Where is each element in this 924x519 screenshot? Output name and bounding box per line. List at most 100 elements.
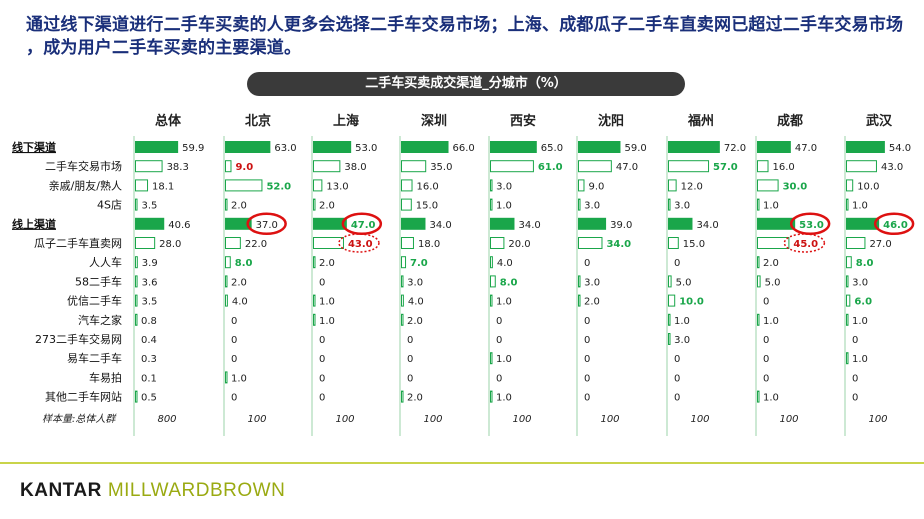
kantar-logo: KANTAR MILLWARDBROWN [20,480,285,502]
data-label: 0 [763,373,769,384]
data-label: 1.0 [231,373,247,384]
data-label: 1.0 [852,201,868,212]
data-label: 0 [674,354,680,365]
bar [313,141,352,153]
bar [135,313,138,326]
data-label: 3.0 [674,335,690,346]
bar [846,198,849,211]
data-label: 34.0 [606,239,631,250]
bar [846,217,880,230]
data-label: 15.0 [683,239,705,250]
data-label: 0 [763,335,769,346]
data-label: 4.0 [497,258,513,269]
sample-size: 100 [247,414,266,425]
data-label: 0 [674,393,680,404]
data-label: 1.0 [852,354,868,365]
bar [846,352,849,365]
data-label: 37.0 [256,220,278,231]
bar [401,179,413,192]
sample-size: 800 [157,414,176,425]
data-label: 66.0 [453,143,475,154]
data-label: 2.0 [407,316,423,327]
bar [313,198,316,211]
bar [225,198,228,211]
bar [225,256,231,269]
data-label: 38.3 [167,162,189,173]
bar [668,275,672,288]
bar [135,141,179,153]
bar [578,275,581,288]
data-label: 0 [407,354,413,365]
bar [490,237,505,249]
bar [578,294,581,307]
data-label: 0 [674,373,680,384]
data-label: 72.0 [724,143,746,154]
data-label: 0 [496,335,502,346]
headline: 通过线下渠道进行二手车买卖的人更多会选择二手车交易市场；上海、成都瓜子二手车直卖… [26,15,904,58]
data-label: 9.0 [235,162,253,173]
column-header: 西安 [510,113,536,129]
data-label: 5.0 [676,277,692,288]
row-label: 其他二手车网站 [45,390,122,404]
bar [668,313,671,326]
bar [401,275,404,288]
data-label: 2.0 [407,393,423,404]
bar [313,256,316,269]
data-label: 0 [584,393,590,404]
data-label: 0.3 [141,354,157,365]
row-label: 4S店 [97,198,122,212]
bar [225,179,263,192]
data-label: 46.0 [883,220,908,231]
data-label: 5.0 [765,277,781,288]
data-label: 2.0 [231,201,247,212]
bar [668,160,710,173]
sample-size: 100 [690,414,709,425]
bar [578,141,621,153]
data-label: 16.0 [417,181,439,192]
data-label: 1.0 [763,201,779,212]
data-label: 3.0 [584,201,600,212]
data-label: 3.5 [142,297,158,308]
sample-size: 100 [335,414,354,425]
bar [401,217,426,230]
bar [313,237,344,249]
data-label: 0 [496,316,502,327]
data-label: 1.0 [496,297,512,308]
data-label: 2.0 [319,201,335,212]
bar [225,217,252,230]
bar [668,198,671,211]
data-label: 34.0 [696,220,718,231]
data-label: 3.0 [584,277,600,288]
bar [135,198,138,211]
data-label: 1.0 [496,201,512,212]
data-label: 8.0 [500,277,518,288]
bar [846,237,866,249]
logo-brand: KANTAR [20,480,102,501]
row-label: 人人车 [89,255,122,269]
data-label: 0 [496,373,502,384]
bar [668,217,693,230]
data-label: 8.0 [235,258,253,269]
row-label: 汽车之家 [78,313,122,327]
column-header: 武汉 [866,113,893,129]
data-label: 1.0 [674,316,690,327]
data-label: 30.0 [783,181,808,192]
bar [401,313,404,326]
data-label: 52.0 [266,181,291,192]
data-label: 18.1 [152,181,174,192]
data-label: 0 [407,335,413,346]
data-label: 0 [584,258,590,269]
data-label: 8.0 [856,258,874,269]
data-label: 10.0 [679,297,704,308]
bar [757,179,779,192]
data-label: 47.0 [351,220,376,231]
data-label: 27.0 [869,239,891,250]
data-label: 22.0 [245,239,267,250]
bar [313,179,323,192]
sample-size: 100 [600,414,619,425]
data-label: 63.0 [274,143,296,154]
bar [401,256,407,269]
bar [225,371,228,384]
bar [668,141,720,153]
data-label: 1.0 [763,316,779,327]
